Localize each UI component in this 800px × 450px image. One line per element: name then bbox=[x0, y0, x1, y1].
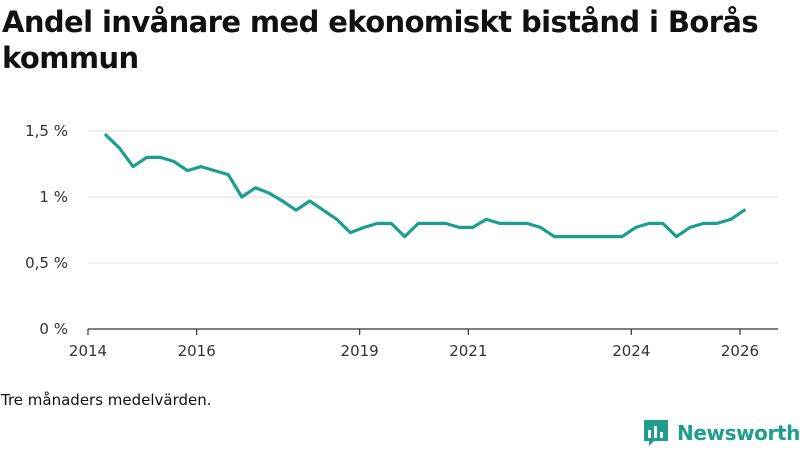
x-tick-label: 2024 bbox=[612, 342, 650, 360]
chart-title: Andel invånare med ekonomiskt bistånd i … bbox=[2, 5, 759, 75]
gridlines bbox=[88, 130, 778, 264]
brand-name: Newsworthy bbox=[677, 421, 800, 445]
x-tick-label: 2016 bbox=[178, 342, 216, 360]
y-tick-label: 1 % bbox=[39, 188, 68, 206]
x-tick-label: 2026 bbox=[721, 342, 759, 360]
y-tick-label: 0 % bbox=[39, 320, 68, 338]
newsworthy-logo[interactable]: Newsworthy bbox=[644, 420, 800, 446]
series-line bbox=[104, 133, 746, 239]
y-tick-label: 0,5 % bbox=[25, 254, 68, 272]
x-tick-label: 2019 bbox=[341, 342, 379, 360]
series-layer bbox=[104, 133, 746, 239]
bar-chart-icon bbox=[644, 420, 668, 446]
y-axis-labels: 0 % 0,5 % 1 % 1,5 % bbox=[25, 122, 68, 338]
x-tick-label: 2021 bbox=[449, 342, 487, 360]
x-tick-label: 2014 bbox=[69, 342, 107, 360]
chart-footnote: Tre månaders medelvärden. bbox=[1, 391, 212, 409]
y-tick-label: 1,5 % bbox=[25, 122, 68, 140]
x-axis: 2014 2016 2019 2021 2024 2026 bbox=[69, 328, 778, 360]
